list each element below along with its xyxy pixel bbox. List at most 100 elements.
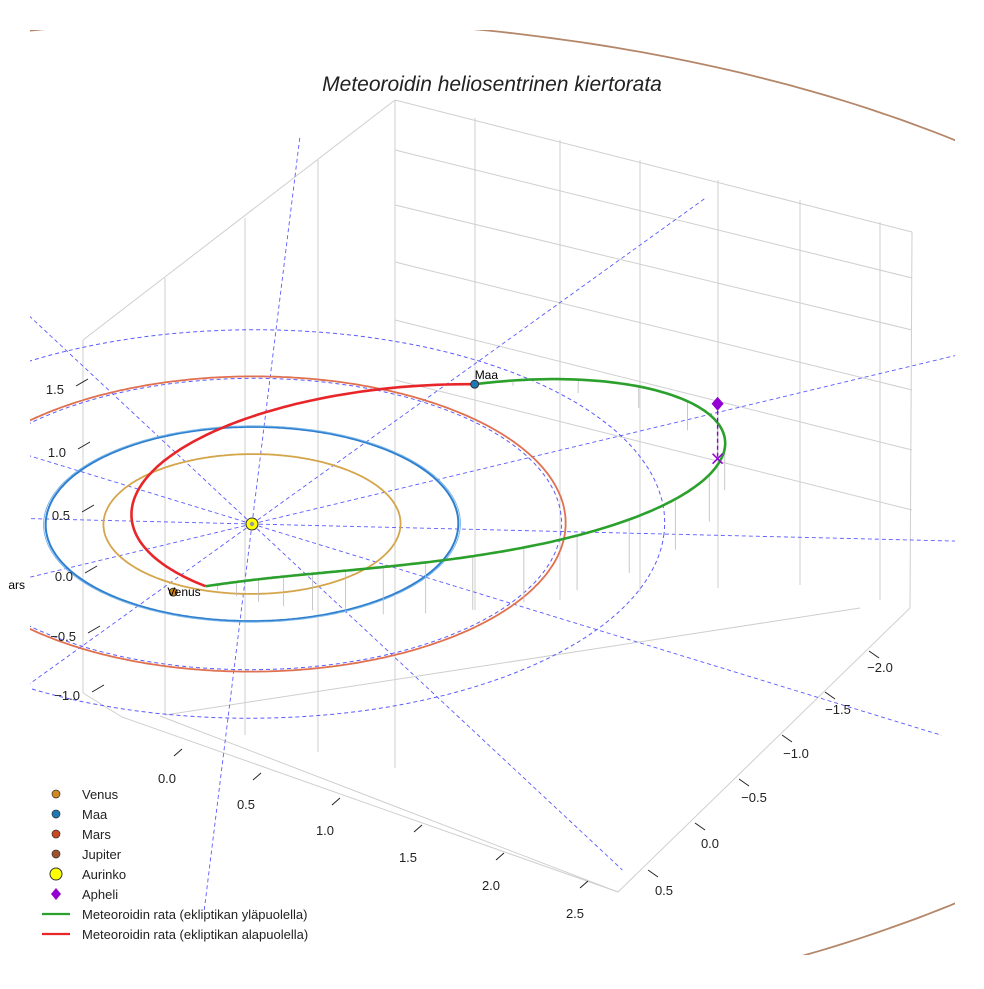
z-tick-mark xyxy=(87,625,101,634)
x-tick-label: 1.0 xyxy=(316,823,334,838)
grid-line xyxy=(394,261,913,391)
legend-label: Jupiter xyxy=(82,846,122,862)
z-tick-mark xyxy=(75,378,89,387)
legend-marker-diamond-icon xyxy=(38,884,74,904)
x-tick-label: 2.0 xyxy=(482,878,500,893)
radial-line xyxy=(251,523,955,542)
legend-label: Apheli xyxy=(82,886,119,902)
legend-swatch xyxy=(51,809,61,819)
y-tick-label: 0.0 xyxy=(701,836,719,851)
legend-marker-line-icon xyxy=(38,904,74,924)
legend-swatch xyxy=(51,849,61,859)
legend-swatch xyxy=(51,829,61,839)
legend-item: Maa xyxy=(38,804,308,824)
sun-core xyxy=(249,521,255,527)
z-tick-label: −1.0 xyxy=(54,688,80,703)
z-tick-mark xyxy=(77,441,91,450)
y-tick-label: 0.5 xyxy=(655,883,673,898)
body-venus xyxy=(168,587,178,597)
radial-line xyxy=(30,518,253,525)
x-tick-label: 1.5 xyxy=(399,850,417,865)
x-tick-label: 0.5 xyxy=(237,797,255,812)
orbit-venus xyxy=(102,453,402,595)
legend-marker-sun-icon xyxy=(38,864,74,884)
y-tick-mark xyxy=(868,650,880,659)
y-tick-mark xyxy=(647,869,659,878)
radial-line xyxy=(251,355,955,525)
legend-marker-dot-icon xyxy=(38,784,74,804)
aphelion-projection-marker xyxy=(712,453,724,465)
radial-line xyxy=(251,523,942,736)
pane-edge xyxy=(394,99,913,233)
x-tick-label: 0.0 xyxy=(158,771,176,786)
plot-content xyxy=(30,30,955,955)
meteoroid-orbit-below xyxy=(130,382,475,588)
meteoroid-orbit-above xyxy=(205,377,727,588)
y-tick-mark xyxy=(694,822,706,831)
legend-item: Meteoroidin rata (ekliptikan yläpuolella… xyxy=(38,904,308,924)
radial-line xyxy=(30,455,253,525)
z-tick-label: 0.5 xyxy=(52,508,70,523)
y-tick-mark xyxy=(738,778,750,787)
legend-item: Venus xyxy=(38,784,308,804)
axes-box xyxy=(82,99,913,893)
z-tick-mark xyxy=(91,684,105,693)
orbit-jupiter xyxy=(30,30,955,955)
y-tick-label: −1.5 xyxy=(825,702,851,717)
x-tick-mark xyxy=(331,797,341,806)
body-maa xyxy=(470,379,480,389)
legend: Venus Maa Mars Jupiter Aurinko Apheli Meteoroi… xyxy=(38,784,308,944)
aphelion-marker xyxy=(711,396,724,411)
axis-ticks: 1.5 1.0 0.5 0.0 −0.5 −1.0 0.0 0.5 1.0 1.5 2.0 2.5 −2… xyxy=(46,378,893,921)
z-tick-label: 1.5 xyxy=(46,382,64,397)
radial-line xyxy=(251,523,623,871)
legend-label: Meteoroidin rata (ekliptikan yläpuolella… xyxy=(82,906,308,922)
body-label-venus: Venus xyxy=(167,585,200,599)
y-tick-label: −2.0 xyxy=(867,660,893,675)
z-tick-mark xyxy=(81,504,95,513)
legend-label: Maa xyxy=(82,806,108,822)
body-label-mars: ars xyxy=(8,578,25,592)
legend-marker-dot-icon xyxy=(38,804,74,824)
grid-line xyxy=(394,319,913,451)
legend-label: Aurinko xyxy=(82,866,127,882)
radial-line xyxy=(203,523,253,913)
z-tick-label: 1.0 xyxy=(48,445,66,460)
z-tick-label: 0.0 xyxy=(55,569,73,584)
grid-line xyxy=(394,149,913,279)
chart-title: Meteoroidin heliosentrinen kiertorata xyxy=(322,73,662,96)
legend-swatch xyxy=(51,789,61,799)
radial-line xyxy=(251,197,706,525)
grid-line xyxy=(394,379,913,511)
legend-label: Venus xyxy=(82,786,119,802)
pane-edge xyxy=(82,99,396,341)
grid-line xyxy=(394,204,913,331)
grid-line xyxy=(159,715,619,893)
legend-marker-line-icon xyxy=(38,924,74,944)
grid-line xyxy=(164,607,861,716)
legend-item: Meteoroidin rata (ekliptikan alapuolella… xyxy=(38,924,308,944)
orbit-maa xyxy=(44,425,460,623)
legend-marker-dot-icon xyxy=(38,824,74,844)
orbit-mars xyxy=(30,375,567,673)
pane-edge xyxy=(617,607,911,893)
legend-item: Jupiter xyxy=(38,844,308,864)
y-tick-mark xyxy=(781,734,793,743)
y-tick-mark xyxy=(824,691,836,700)
legend-marker-dot-icon xyxy=(38,844,74,864)
y-tick-label: −0.5 xyxy=(741,790,767,805)
legend-item: Apheli xyxy=(38,884,308,904)
legend-label: Mars xyxy=(82,826,111,842)
x-tick-mark xyxy=(495,852,505,861)
x-tick-mark xyxy=(413,824,423,833)
z-tick-mark xyxy=(84,565,98,574)
x-tick-mark xyxy=(173,748,183,757)
body-label-maa: Maa xyxy=(475,368,499,382)
z-tick-label: −0.5 xyxy=(50,629,76,644)
radial-line xyxy=(30,316,253,525)
radial-line xyxy=(30,523,253,685)
y-tick-label: −1.0 xyxy=(783,746,809,761)
pane-edge xyxy=(909,231,913,609)
